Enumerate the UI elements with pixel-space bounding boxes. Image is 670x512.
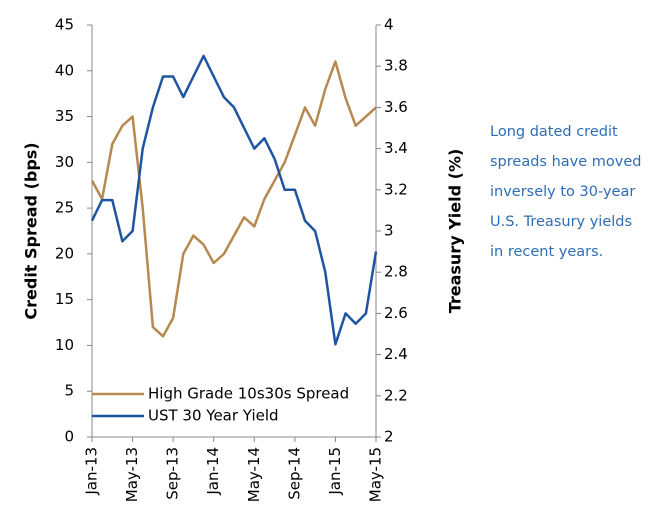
- annotation: inversely to 30-year: [490, 184, 635, 200]
- x-tick-label: Jan-14: [204, 447, 222, 496]
- y2-tick-label: 4: [384, 16, 394, 34]
- y2-tick-label: 3.2: [384, 180, 408, 198]
- y2-tick-label: 3.8: [384, 57, 408, 75]
- x-tick-label: Jan-13: [83, 447, 101, 496]
- legend-label: High Grade 10s30s Spread: [148, 385, 349, 403]
- y-tick-label: 15: [55, 290, 74, 308]
- y2-tick-label: 2.2: [384, 386, 408, 404]
- series-line: [90, 60, 377, 338]
- y2-tick-label: 3.6: [384, 98, 408, 116]
- annotation: spreads have moved: [490, 154, 641, 170]
- x-tick-label: Jan-15: [326, 447, 344, 496]
- y-tick-label: 40: [55, 61, 74, 79]
- y-tick-label: 5: [64, 382, 74, 400]
- y2-tick-label: 2.6: [384, 304, 408, 322]
- y-tick-label: 0: [64, 428, 74, 446]
- y-tick-label: 30: [55, 153, 74, 171]
- y2-axis-title: Treasury Yield (%): [446, 149, 465, 314]
- annotation: Long dated credit: [490, 124, 618, 140]
- y2-tick-label: 2: [384, 428, 394, 446]
- x-tick-label: Sep-14: [285, 447, 303, 500]
- x-tick-label: May-15: [367, 447, 385, 502]
- y-tick-label: 20: [55, 244, 74, 262]
- x-tick-label: May-13: [123, 447, 141, 502]
- y-tick-label: 25: [55, 199, 74, 217]
- y2-tick-label: 2.4: [384, 345, 408, 363]
- x-tick-label: May-14: [245, 447, 263, 502]
- y2-tick-label: 3: [384, 222, 394, 240]
- annotation: U.S. Treasury yields: [490, 214, 632, 230]
- y-tick-label: 35: [55, 107, 74, 125]
- y2-tick-label: 3.4: [384, 139, 408, 157]
- y-tick-label: 10: [55, 336, 74, 354]
- annotation: in recent years.: [490, 244, 603, 260]
- legend-label: UST 30 Year Yield: [148, 407, 279, 425]
- y2-tick-label: 2.8: [384, 263, 408, 281]
- series-line: [90, 54, 378, 346]
- y-tick-label: 45: [55, 16, 74, 34]
- x-tick-label: Sep-13: [164, 447, 182, 500]
- y-axis-title: Credit Spread (bps): [22, 142, 41, 319]
